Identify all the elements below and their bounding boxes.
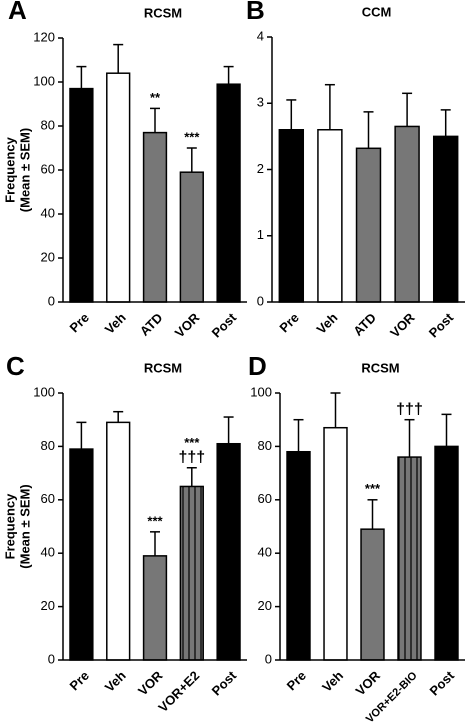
y-tick-label: 0: [257, 293, 264, 308]
x-tick-label: VOR: [172, 310, 203, 341]
bar: [142, 555, 168, 661]
panel-letter: C: [6, 351, 25, 381]
bar: [179, 485, 204, 661]
x-tick-label: ATD: [350, 310, 379, 339]
bar: [69, 87, 94, 303]
x-tick-label: Pre: [276, 310, 301, 335]
y-tick-label: 60: [41, 161, 55, 176]
y-tick-label: 4: [257, 28, 264, 43]
x-tick-label: Veh: [313, 310, 340, 337]
y-axis-label: Frequency: [2, 136, 17, 203]
y-tick-label: 100: [33, 73, 55, 88]
bar: [278, 129, 305, 303]
y-tick-label: 100: [33, 384, 55, 399]
y-tick-label: 60: [41, 491, 55, 506]
x-tick-label: Veh: [319, 668, 346, 695]
bar: [69, 448, 94, 661]
annotation: ***: [365, 481, 381, 496]
y-tick-label: 1: [257, 227, 264, 242]
x-tick-label: VOR: [387, 310, 418, 341]
y-tick-label: 100: [250, 384, 272, 399]
annotation: **: [150, 90, 161, 105]
bar: [106, 421, 131, 661]
y-tick-label: 20: [41, 598, 55, 613]
x-tick-label: Veh: [102, 668, 129, 695]
x-tick-label: Pre: [67, 668, 92, 693]
bar: [432, 135, 459, 303]
annotation: †††: [396, 401, 423, 418]
bar: [106, 72, 131, 303]
y-tick-label: 0: [265, 651, 272, 666]
bar: [317, 129, 343, 303]
y-axis-label: (Mean ± SEM): [17, 484, 32, 568]
panel-letter: D: [248, 351, 267, 381]
bar: [286, 450, 311, 661]
bar: [216, 442, 241, 661]
y-tick-label: 20: [41, 249, 55, 264]
y-tick-label: 120: [33, 29, 55, 44]
y-axis-label: Frequency: [2, 493, 17, 560]
y-tick-label: 3: [257, 95, 264, 110]
panel-letter: B: [246, 0, 265, 25]
annotation: ***: [184, 129, 200, 144]
y-tick-label: 40: [258, 545, 272, 560]
chart-title: CCM: [362, 4, 392, 19]
x-tick-label: Post: [426, 309, 457, 340]
bar: [397, 456, 422, 661]
annotation: †††: [178, 449, 205, 466]
x-tick-label: ATD: [137, 310, 166, 339]
x-tick-label: VOR+E2: [155, 668, 202, 715]
bar: [434, 445, 459, 661]
y-tick-label: 2: [257, 161, 264, 176]
bar: [360, 528, 385, 661]
x-tick-label: VOR: [353, 668, 384, 699]
x-tick-label: Veh: [102, 310, 129, 337]
x-tick-label: Post: [209, 667, 240, 698]
x-tick-label: Pre: [284, 668, 309, 693]
y-tick-label: 80: [41, 117, 55, 132]
y-tick-label: 60: [258, 491, 272, 506]
y-axis-label: (Mean ± SEM): [17, 128, 32, 212]
bar: [142, 131, 168, 303]
y-tick-label: 80: [41, 438, 55, 453]
x-tick-label: VOR: [135, 668, 166, 699]
bar: [355, 147, 382, 303]
y-tick-label: 40: [41, 205, 55, 220]
chart-title: RCSM: [144, 5, 182, 20]
x-tick-label: Post: [209, 309, 240, 340]
panel-letter: A: [8, 0, 27, 25]
bar: [323, 426, 348, 661]
annotation: ***: [184, 435, 200, 450]
y-tick-label: 0: [48, 651, 55, 666]
annotation: ***: [147, 513, 163, 528]
chart-title: RCSM: [361, 360, 399, 375]
chart-title: RCSM: [144, 360, 182, 375]
y-tick-label: 40: [41, 545, 55, 560]
bar: [394, 125, 420, 303]
bar: [179, 171, 204, 303]
x-tick-label: Pre: [67, 310, 92, 335]
y-tick-label: 80: [258, 438, 272, 453]
y-tick-label: 0: [48, 293, 55, 308]
x-tick-label: Post: [427, 667, 458, 698]
bar: [216, 83, 241, 303]
y-tick-label: 20: [258, 598, 272, 613]
